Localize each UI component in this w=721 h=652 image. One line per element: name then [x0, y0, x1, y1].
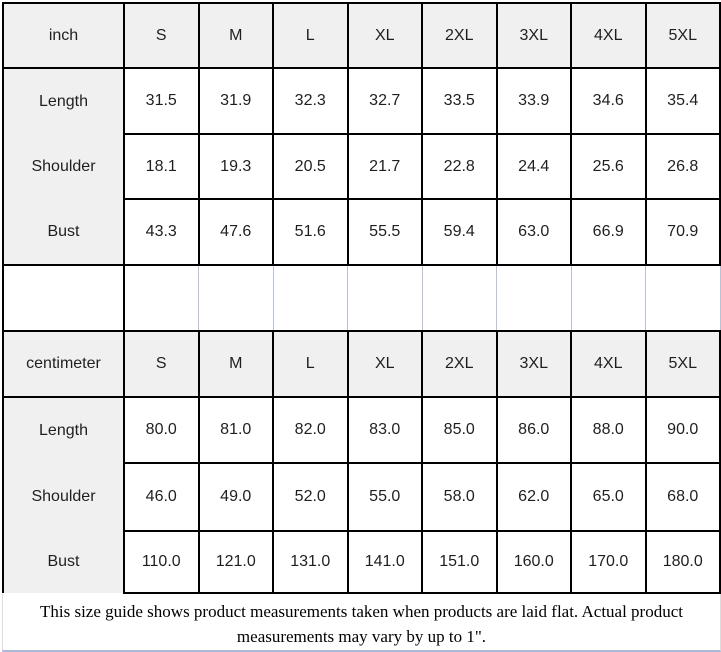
table-row: Length 31.5 31.9 32.3 32.7 33.5 33.9 34.…	[2, 67, 721, 135]
measurement-cell: 63.0	[495, 198, 572, 266]
row-label-shoulder: Shoulder	[2, 463, 125, 531]
measurement-cell: 121.0	[197, 530, 274, 594]
measurement-cell: 46.0	[123, 462, 200, 532]
measurement-cell: 22.8	[421, 133, 498, 200]
measurement-cell: 43.3	[123, 198, 200, 266]
measurement-cell: 58.0	[421, 462, 498, 532]
measurement-cell: 55.5	[346, 198, 423, 266]
header-row-centimeter: centimeter S M L XL 2XL 3XL 4XL 5XL	[2, 330, 721, 398]
measurement-cell: 35.4	[644, 67, 721, 135]
size-header: 2XL	[421, 2, 498, 69]
measurement-cell: 33.9	[495, 67, 572, 135]
spacer-row	[2, 264, 721, 331]
size-header: L	[272, 330, 349, 398]
measurement-cell: 86.0	[495, 396, 572, 464]
measurement-cell: 141.0	[346, 530, 423, 594]
measurement-cell: 49.0	[197, 462, 274, 532]
measurement-cell: 59.4	[421, 198, 498, 266]
unit-header-inch: inch	[2, 2, 125, 69]
measurement-cell: 21.7	[346, 133, 423, 200]
size-header: L	[272, 2, 349, 69]
measurement-cell: 160.0	[495, 530, 572, 594]
spacer-cell	[123, 265, 199, 331]
row-label-length: Length	[2, 397, 125, 463]
size-header: M	[197, 2, 274, 69]
spacer-cell	[421, 265, 497, 331]
row-label-length: Length	[2, 68, 125, 134]
table-row: Shoulder 46.0 49.0 52.0 55.0 58.0 62.0 6…	[2, 462, 721, 532]
measurement-cell: 85.0	[421, 396, 498, 464]
size-header: S	[123, 330, 200, 398]
measurement-cell: 24.4	[495, 133, 572, 200]
row-label-bust: Bust	[2, 531, 125, 593]
measurement-cell: 68.0	[644, 462, 721, 532]
spacer-cell	[2, 264, 125, 331]
measurement-cell: 33.5	[421, 67, 498, 135]
measurement-cell: 52.0	[272, 462, 349, 532]
measurement-cell: 20.5	[272, 133, 349, 200]
measurement-cell: 32.7	[346, 67, 423, 135]
spacer-cell	[198, 265, 274, 331]
size-header: 4XL	[570, 330, 647, 398]
measurement-cell: 34.6	[570, 67, 647, 135]
measurement-cell: 47.6	[197, 198, 274, 266]
measurement-cell: 32.3	[272, 67, 349, 135]
measurement-cell: 31.9	[197, 67, 274, 135]
spacer-cell	[496, 265, 572, 331]
size-header: 3XL	[495, 330, 572, 398]
measurement-cell: 65.0	[570, 462, 647, 532]
measurement-cell: 81.0	[197, 396, 274, 464]
size-guide-footer-note: This size guide shows product measuremen…	[2, 594, 721, 652]
size-header: 4XL	[570, 2, 647, 69]
table-row: Bust 110.0 121.0 131.0 141.0 151.0 160.0…	[2, 530, 721, 594]
spacer-cell	[272, 265, 348, 331]
size-header: 3XL	[495, 2, 572, 69]
table-row: Length 80.0 81.0 82.0 83.0 85.0 86.0 88.…	[2, 396, 721, 464]
spacer-cell	[347, 265, 423, 331]
measurement-cell: 110.0	[123, 530, 200, 594]
size-guide-table: inch S M L XL 2XL 3XL 4XL 5XL Length 31.…	[2, 2, 721, 594]
measurement-cell: 90.0	[644, 396, 721, 464]
measurement-cell: 82.0	[272, 396, 349, 464]
measurement-cell: 66.9	[570, 198, 647, 266]
measurement-cell: 170.0	[570, 530, 647, 594]
measurement-cell: 70.9	[644, 198, 721, 266]
measurement-cell: 131.0	[272, 530, 349, 594]
size-header: XL	[346, 330, 423, 398]
table-row: Bust 43.3 47.6 51.6 55.5 59.4 63.0 66.9 …	[2, 198, 721, 266]
spacer-cell	[570, 265, 646, 331]
measurement-cell: 51.6	[272, 198, 349, 266]
measurement-cell: 151.0	[421, 530, 498, 594]
row-label-bust: Bust	[2, 199, 125, 265]
size-header: 2XL	[421, 330, 498, 398]
size-header: M	[197, 330, 274, 398]
measurement-cell: 18.1	[123, 133, 200, 200]
measurement-cell: 80.0	[123, 396, 200, 464]
size-header: S	[123, 2, 200, 69]
measurement-cell: 55.0	[346, 462, 423, 532]
measurement-cell: 25.6	[570, 133, 647, 200]
measurement-cell: 31.5	[123, 67, 200, 135]
unit-header-centimeter: centimeter	[2, 330, 125, 398]
measurement-cell: 83.0	[346, 396, 423, 464]
table-row: Shoulder 18.1 19.3 20.5 21.7 22.8 24.4 2…	[2, 133, 721, 200]
measurement-cell: 62.0	[495, 462, 572, 532]
size-header: XL	[346, 2, 423, 69]
header-row-inch: inch S M L XL 2XL 3XL 4XL 5XL	[2, 2, 721, 69]
measurement-cell: 88.0	[570, 396, 647, 464]
size-header: 5XL	[644, 330, 721, 398]
measurement-cell: 180.0	[644, 530, 721, 594]
measurement-cell: 19.3	[197, 133, 274, 200]
spacer-cell	[645, 265, 721, 331]
measurement-cell: 26.8	[644, 133, 721, 200]
row-label-shoulder: Shoulder	[2, 134, 125, 199]
size-header: 5XL	[644, 2, 721, 69]
